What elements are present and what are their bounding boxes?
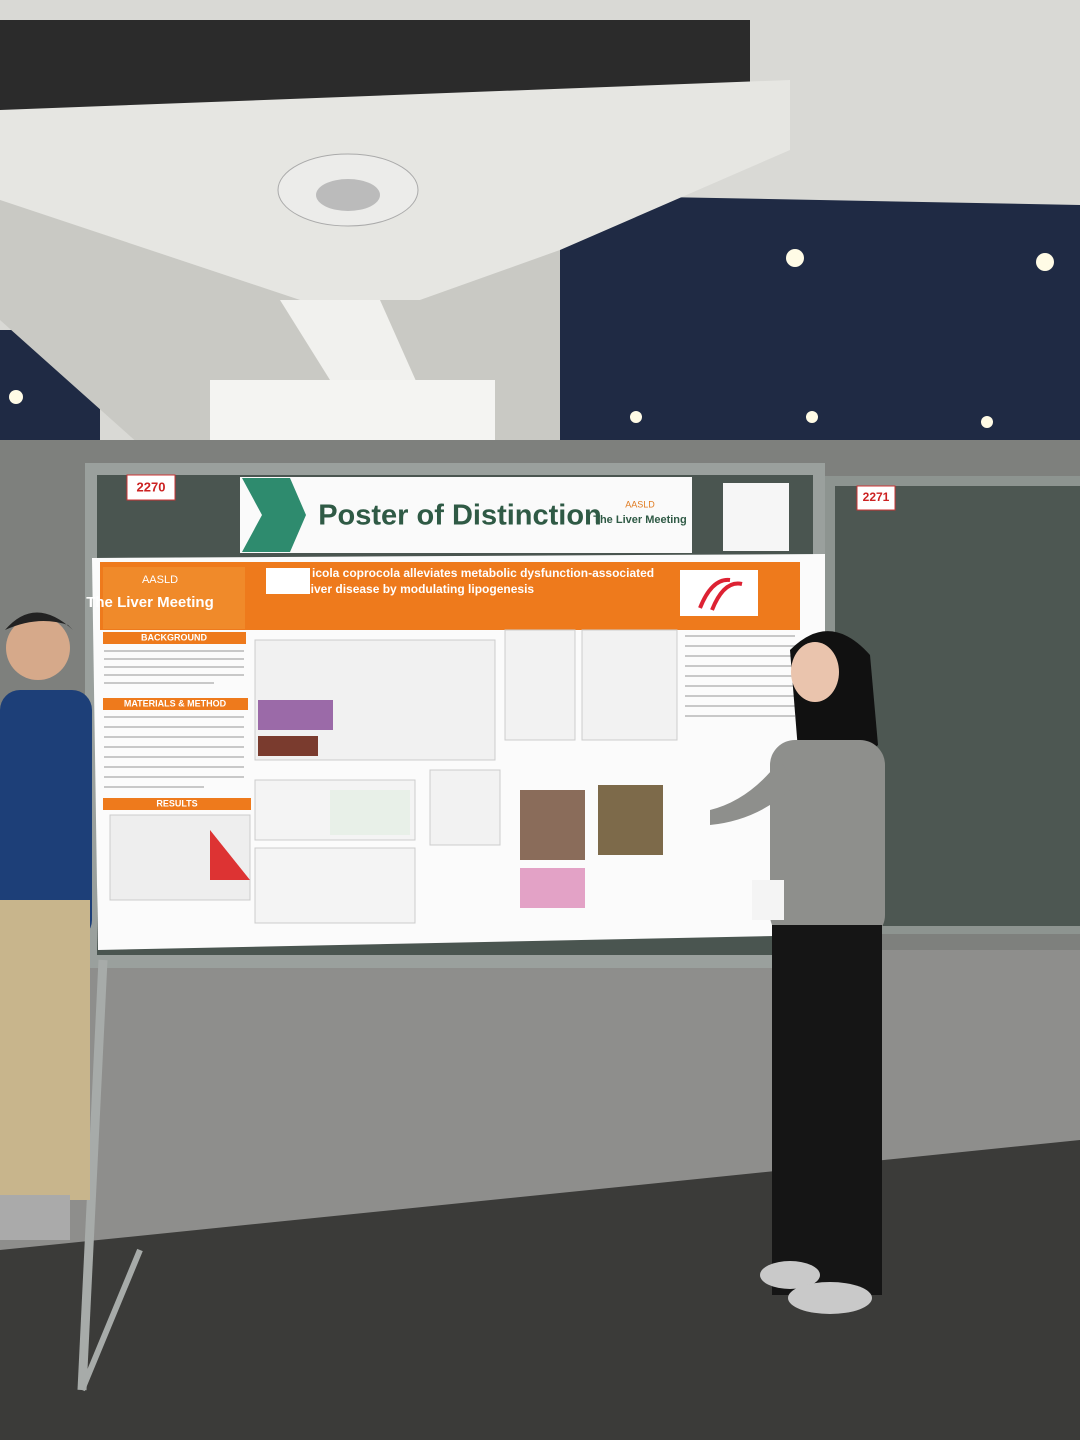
text-lines bbox=[104, 635, 795, 788]
ceiling-structure bbox=[280, 300, 420, 390]
figures bbox=[109, 629, 678, 924]
board-leg bbox=[77, 959, 108, 1391]
instruction-sheet bbox=[723, 483, 789, 551]
section-header bbox=[103, 698, 248, 710]
poster-logo bbox=[103, 567, 245, 629]
section-header bbox=[103, 798, 251, 810]
poster-logo-org: AASLD bbox=[142, 574, 178, 586]
banner-org: AASLD bbox=[625, 499, 655, 509]
section-title: RESULTS bbox=[156, 798, 197, 808]
person-right bbox=[710, 631, 885, 1314]
ceiling-light bbox=[786, 249, 804, 267]
booth-number: 2270 bbox=[137, 479, 166, 494]
person-left bbox=[0, 612, 92, 1240]
air-vent bbox=[316, 179, 380, 211]
affiliation-logo-mark bbox=[698, 577, 743, 611]
ceiling-light bbox=[806, 411, 818, 423]
section-title: MATERIALS & METHOD bbox=[124, 698, 227, 708]
board-foot bbox=[79, 1248, 143, 1392]
banner bbox=[240, 477, 692, 553]
ceiling-light bbox=[9, 390, 23, 404]
poster-logo-event: The Liver Meeting bbox=[86, 594, 214, 611]
poster-title: icola coprocola alleviates metabolic dys… bbox=[312, 566, 654, 580]
booth-tag bbox=[126, 474, 176, 501]
ceiling-light bbox=[981, 416, 993, 428]
sticky-note bbox=[266, 568, 310, 594]
booth-number: 2271 bbox=[863, 490, 890, 504]
section-title: BACKGROUND bbox=[141, 632, 207, 642]
banner-title: Poster of Distinction bbox=[318, 500, 602, 532]
ceiling-dark-band bbox=[560, 195, 1080, 445]
ceiling-light bbox=[1036, 253, 1054, 271]
banner-chevron bbox=[242, 478, 306, 552]
poster-title: tic liver disease by modulating lipogene… bbox=[290, 582, 534, 596]
section-header bbox=[103, 632, 246, 644]
ceiling-light bbox=[630, 411, 642, 423]
booth-tag bbox=[856, 485, 896, 511]
banner-event: The Liver Meeting bbox=[593, 514, 687, 526]
